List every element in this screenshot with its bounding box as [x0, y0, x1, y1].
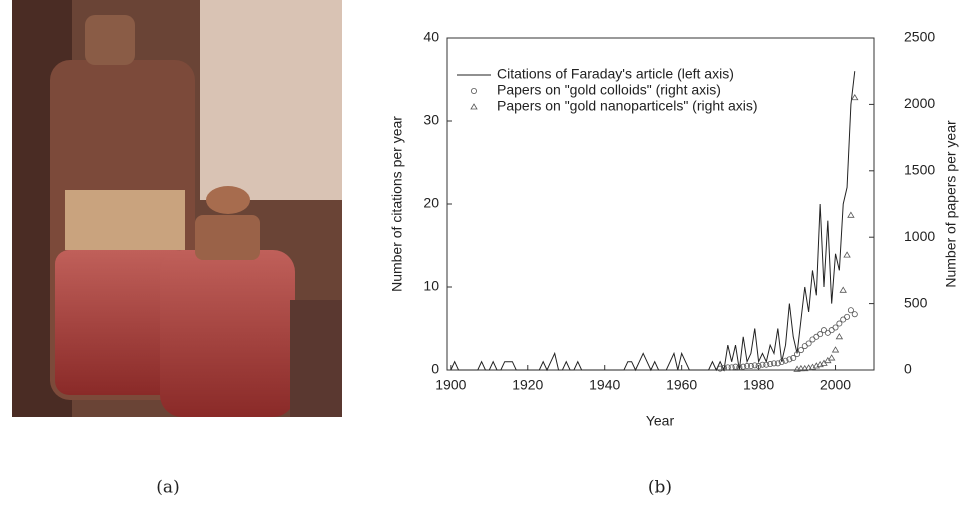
- circle-marker: [724, 364, 731, 371]
- y-tick-label: 10: [423, 278, 439, 294]
- circle-marker: [751, 362, 758, 369]
- circle-marker: [732, 363, 739, 370]
- y-tick-label: 40: [423, 29, 439, 45]
- circle-marker: [790, 355, 797, 362]
- circle-marker: [805, 340, 812, 347]
- circle-marker: [820, 327, 827, 334]
- circle-marker: [770, 360, 777, 367]
- y-tick-label: 30: [423, 112, 439, 128]
- x-tick-label: 1900: [435, 377, 466, 393]
- circle-marker: [728, 364, 735, 371]
- y-tick-label: 0: [431, 361, 439, 377]
- photo: [12, 0, 342, 417]
- circle-marker: [794, 351, 801, 358]
- legend-marker: [470, 103, 478, 110]
- y-tick-label: 20: [423, 195, 439, 211]
- x-tick-label: 1960: [666, 377, 697, 393]
- circle-marker: [717, 365, 724, 372]
- y2-tick-label: 2500: [904, 29, 935, 45]
- triangle-marker: [843, 251, 851, 258]
- legend-label: Papers on "gold nanoparticels" (right ax…: [497, 98, 758, 114]
- circle-marker: [767, 361, 774, 368]
- triangle-marker: [797, 364, 805, 372]
- y2-tick-label: 1500: [904, 162, 935, 178]
- x-tick-label: 1940: [589, 377, 620, 393]
- y2-tick-label: 2000: [904, 95, 935, 111]
- circle-marker: [824, 329, 831, 336]
- circle-marker: [797, 347, 804, 354]
- triangle-marker: [835, 333, 844, 340]
- circle-marker: [782, 357, 789, 364]
- x-axis-label: Year: [646, 413, 675, 429]
- y2-tick-label: 1000: [904, 228, 935, 244]
- triangle-marker: [847, 211, 855, 218]
- circle-marker: [832, 324, 839, 331]
- y2-tick-label: 0: [904, 361, 912, 377]
- x-tick-label: 1980: [743, 377, 774, 393]
- triangle-marker: [839, 286, 847, 293]
- caption: (a): [156, 478, 179, 498]
- legend-marker: [470, 88, 477, 95]
- circle-marker: [786, 356, 793, 363]
- circle-marker: [744, 363, 751, 370]
- circle-marker: [817, 331, 824, 338]
- y-axis-label: Number of citations per year: [389, 116, 405, 292]
- triangle-marker: [851, 93, 859, 101]
- circle-marker: [774, 360, 781, 367]
- triangle-marker: [827, 354, 836, 361]
- circle-marker: [844, 313, 851, 320]
- circle-marker: [813, 333, 820, 340]
- triangle-marker: [816, 360, 824, 368]
- circle-marker: [755, 363, 762, 370]
- legend-label: Papers on "gold colloids" (right axis): [497, 82, 721, 98]
- triangle-marker: [831, 346, 840, 353]
- circle-marker: [851, 311, 858, 318]
- circle-marker: [747, 363, 754, 370]
- circle-marker: [828, 327, 835, 334]
- circle-marker: [736, 364, 743, 371]
- y2-tick-label: 500: [904, 294, 928, 310]
- circle-marker: [759, 361, 766, 368]
- x-tick-label: 1920: [512, 377, 543, 393]
- circle-marker: [840, 316, 847, 323]
- circle-marker: [763, 361, 770, 368]
- circle-marker: [809, 336, 816, 343]
- circle-marker: [778, 359, 785, 366]
- legend-label: Citations of Faraday's article (left axi…: [497, 66, 734, 82]
- caption: (b): [648, 478, 672, 498]
- circle-marker: [801, 343, 808, 350]
- y2-axis-label: Number of papers per year: [943, 120, 959, 288]
- circle-marker: [836, 320, 843, 327]
- circle-marker: [740, 363, 747, 370]
- circle-marker: [720, 365, 727, 372]
- triangle-marker: [808, 363, 817, 370]
- triangle-marker: [812, 362, 821, 369]
- circle-marker: [847, 307, 854, 314]
- x-tick-label: 2000: [820, 377, 851, 393]
- citation-line: [450, 71, 856, 372]
